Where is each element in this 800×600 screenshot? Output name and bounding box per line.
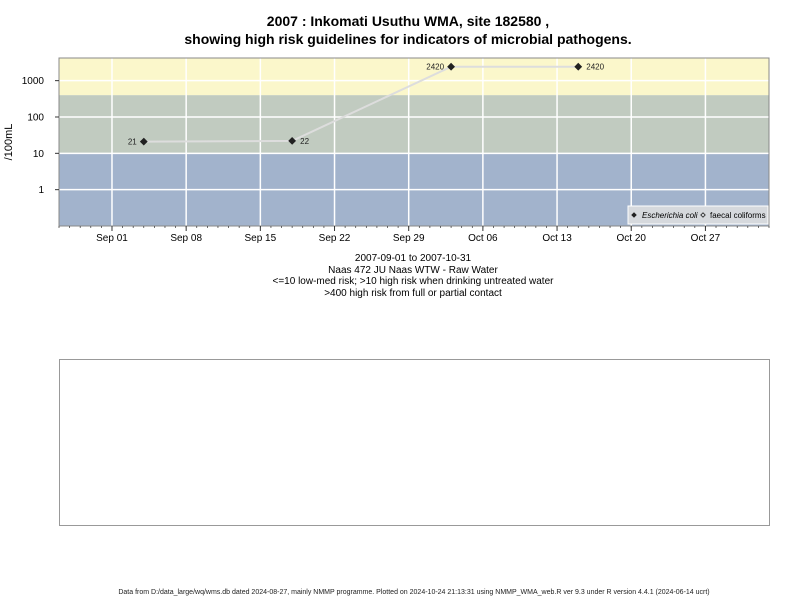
x-tick-label: Oct 13 bbox=[542, 233, 572, 244]
plot-frame bbox=[58, 57, 770, 227]
x-axis-label-line-3: <=10 low-med risk; >10 high risk when dr… bbox=[272, 276, 554, 287]
footer-note: Data from D:/data_large/wq/wms.db dated … bbox=[118, 589, 710, 596]
chart-plot: 1 10 100 1000 Sep 01 Sep 08 Sep 15 Sep 22 Sep 2… bbox=[3, 57, 770, 244]
legend-marker-1 bbox=[700, 212, 706, 218]
y-tick-label: 1000 bbox=[22, 76, 45, 87]
data-point bbox=[574, 62, 583, 71]
risk-band-2 bbox=[59, 58, 769, 96]
x-tick-label: Sep 22 bbox=[319, 233, 351, 244]
y-axis-label: /100mL bbox=[3, 124, 15, 161]
data-point bbox=[139, 137, 148, 146]
legend-marker-0 bbox=[631, 212, 637, 218]
data-label: 22 bbox=[300, 137, 309, 146]
x-tick-label: Oct 06 bbox=[468, 233, 498, 244]
legend-label-1: faecal coliforms bbox=[710, 211, 766, 220]
x-tick-label: Sep 01 bbox=[96, 233, 128, 244]
legend-label-0: Escherichia coli bbox=[642, 211, 698, 220]
x-tick-label: Sep 15 bbox=[244, 233, 276, 244]
data-point bbox=[447, 62, 455, 71]
y-tick-label: 1 bbox=[38, 185, 44, 196]
y-tick-label: 100 bbox=[27, 112, 44, 123]
data-label: 21 bbox=[128, 138, 137, 147]
empty-secondary-plot-panel bbox=[59, 359, 770, 526]
chart-title: 2007 : Inkomati Usuthu WMA, site 182580 … bbox=[266, 13, 550, 29]
x-tick-label: Sep 08 bbox=[170, 233, 202, 244]
data-label: 2420 bbox=[586, 63, 604, 72]
x-axis-label-line-2: Naas 472 JU Naas WTW - Raw Water bbox=[328, 264, 498, 276]
legend-box bbox=[627, 205, 769, 225]
x-tick-label: Oct 27 bbox=[691, 233, 721, 244]
x-axis-label-line-1: 2007-09-01 to 2007-10-31 bbox=[354, 253, 472, 264]
x-tick-label: Oct 20 bbox=[617, 233, 647, 244]
x-axis-label-line-4: >400 high risk from full or partial cont… bbox=[324, 287, 502, 299]
data-point bbox=[288, 136, 297, 145]
x-tick-label: Sep 29 bbox=[393, 233, 425, 244]
risk-band-1 bbox=[59, 95, 769, 154]
series-line-0 bbox=[143, 65, 579, 143]
data-label: 2420 bbox=[426, 63, 444, 72]
chart-subtitle: showing high risk guidelines for indicat… bbox=[184, 31, 632, 47]
y-tick-label: 10 bbox=[33, 149, 45, 160]
